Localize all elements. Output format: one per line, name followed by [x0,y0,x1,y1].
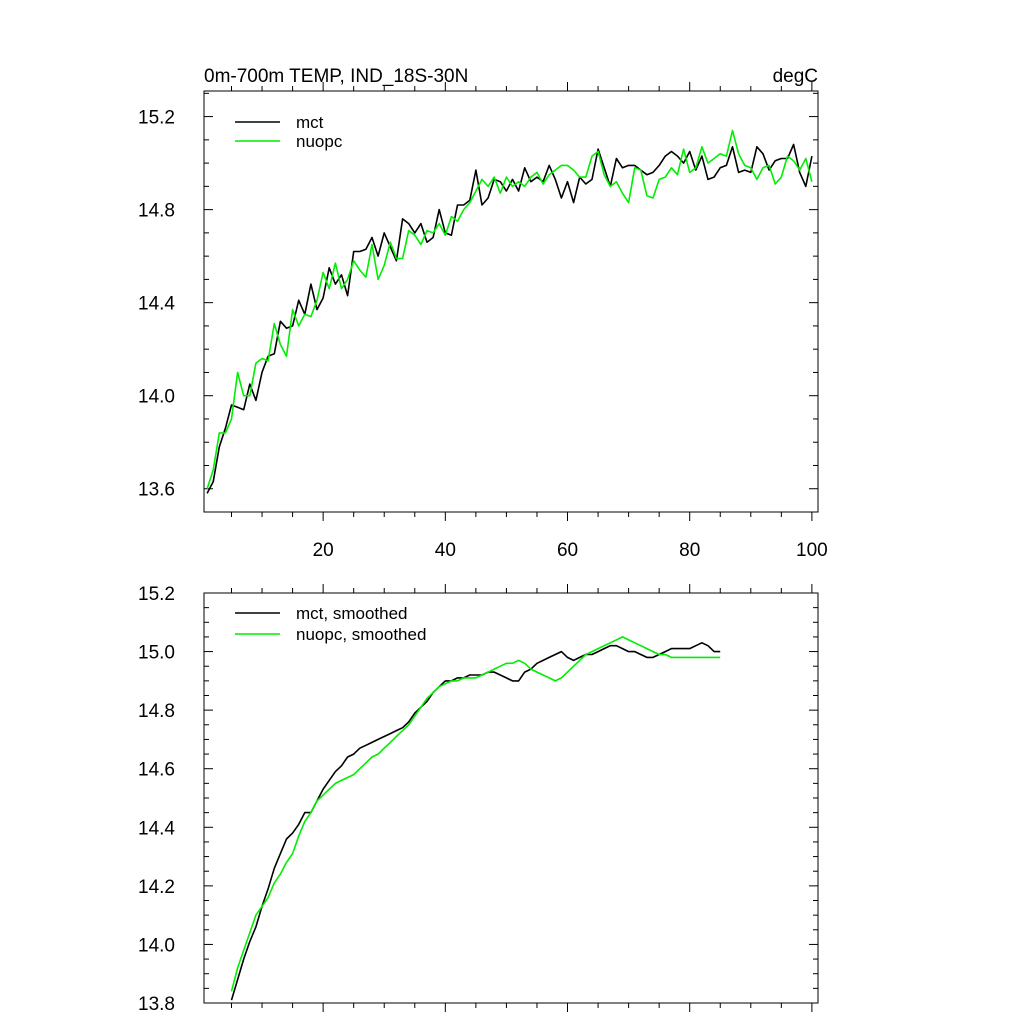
y-tick-label: 15.0 [138,643,175,664]
chart-title: 0m-700m TEMP, IND_18S-30N [204,66,468,87]
legend-label: mct [296,113,324,132]
legend-label: mct, smoothed [296,604,408,623]
series-line-nuopc-smoothed [230,636,721,992]
y-tick-label: 14.0 [138,935,175,956]
plot-frame [203,90,819,513]
chart-units: degC [773,66,818,87]
y-tick-label: 14.6 [138,760,175,781]
x-tick-label: 100 [796,540,828,561]
y-tick-label: 15.2 [138,108,175,129]
y-tick-label: 13.6 [138,480,175,501]
y-tick-label: 14.8 [138,201,175,222]
x-tick-label: 80 [679,540,700,561]
series-line-mct [206,143,813,494]
x-tick-label: 60 [557,540,578,561]
legend-label: nuopc [296,132,343,151]
x-tick-label: 40 [435,540,456,561]
y-tick-label: 14.4 [138,818,175,839]
y-tick-label: 14.0 [138,387,175,408]
x-tick-label: 20 [313,540,334,561]
y-tick-label: 14.2 [138,877,175,898]
y-tick-label: 14.8 [138,701,175,722]
legend-label: nuopc, smoothed [296,625,426,644]
series-line-nuopc [206,129,813,489]
y-tick-label: 14.4 [138,294,175,315]
y-tick-label: 15.2 [138,584,175,605]
y-tick-label: 13.8 [138,994,175,1015]
bottom-panel-smoothed: 13.8 14.0 14.2 14.4 14.6 14.8 15.0 15.2 mct, smo… [138,584,819,1015]
plot-frame [203,592,819,1004]
